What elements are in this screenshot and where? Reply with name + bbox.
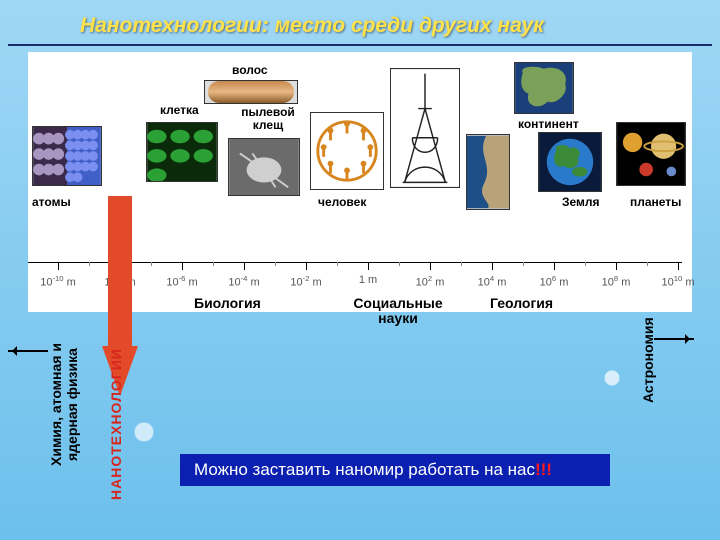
cell-image [146,122,218,182]
axis-tick-label: 104 m [478,274,507,289]
axis-tick-label: 10-2 m [290,274,321,289]
chem-physics-label: Химия, атомная и ядерная физика [48,320,80,490]
right-arrow [654,338,694,340]
tower-image [390,68,460,188]
nano-label: НАНОТЕХНОЛОГИИ [108,330,124,500]
science-label: Геология [490,296,553,311]
continent-image [514,62,574,114]
astronomy-label: Астрономия [640,300,656,420]
mite-image [228,138,300,196]
axis-tick-label: 1 m [359,274,377,286]
caption-bar: Можно заставить наномир работать на нас … [180,454,610,486]
axis-tick-label: 102 m [416,274,445,289]
atoms-label: атомы [32,196,71,209]
science-label: Социальные науки [338,296,458,325]
axis-tick-label: 106 m [540,274,569,289]
mite-label: пылевой клещ [234,106,302,131]
caption-text: Можно заставить наномир работать на нас [194,460,535,480]
caption-exclaim: !!! [535,460,552,480]
science-label: Биология [194,296,261,311]
coast-image [466,134,510,210]
human-label: человек [318,196,366,209]
axis-tick-label: 1010 m [661,274,694,289]
axis-tick-label: 108 m [602,274,631,289]
axis-tick-label: 10-6 m [166,274,197,289]
page-title: Нанотехнологии: место среди других наук [8,8,712,46]
atoms-image [32,126,102,186]
left-arrow [8,350,48,352]
planets-image [616,122,686,186]
volos-image [204,80,298,104]
axis-tick-label: 10-4 m [228,274,259,289]
earth-image [538,132,602,192]
earth-label: Земля [562,196,600,209]
volos-label: волос [232,64,268,77]
planets-label: планеты [630,196,681,209]
axis-tick-label: 10-10 m [40,274,76,289]
cell-label: клетка [160,104,199,117]
continent-label: континент [518,118,579,131]
human-image [310,112,384,190]
